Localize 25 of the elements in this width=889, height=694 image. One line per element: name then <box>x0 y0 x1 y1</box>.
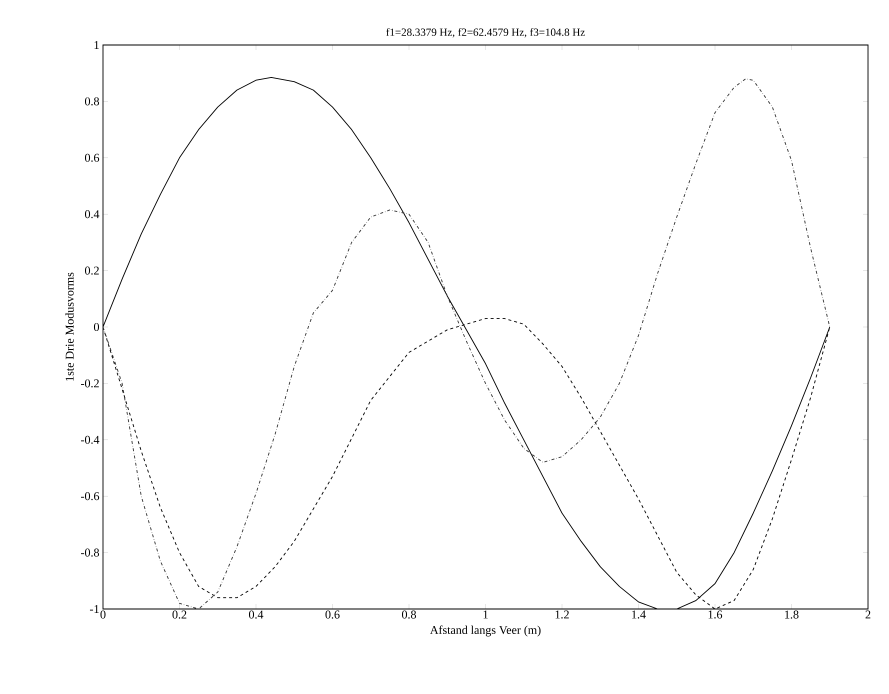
x-tick-label: 1.6 <box>708 610 722 619</box>
x-tick-label: 1.8 <box>785 610 799 619</box>
y-tick-label: -1 <box>90 605 99 613</box>
y-tick-label: 0.6 <box>84 154 100 162</box>
y-tick-label: 0 <box>94 322 100 332</box>
x-tick-label: 0.2 <box>172 610 186 619</box>
x-tick-label: 1.2 <box>556 610 569 619</box>
y-tick-label: 1 <box>94 41 99 49</box>
chart-title: f1=28.3379 Hz, f2=62.4579 Hz, f3=104.8 Hz <box>386 28 585 38</box>
x-axis-title: Afstand langs Veer (m) <box>430 625 541 636</box>
y-tick-label: 0.4 <box>84 210 100 218</box>
y-tick-label: -0.6 <box>80 492 100 500</box>
x-tick-label: 0 <box>100 610 106 619</box>
y-tick-label: -0.2 <box>80 379 99 388</box>
x-tick-label: 0.8 <box>402 610 416 619</box>
x-tick-label: 2 <box>866 610 870 618</box>
y-tick-label: 0.8 <box>84 97 100 106</box>
y-tick-label: -0.8 <box>80 548 100 557</box>
x-tick-label: 0.4 <box>248 610 264 619</box>
y-tick-label: 0.2 <box>84 266 99 275</box>
x-tick-label: 1.4 <box>632 610 646 619</box>
y-axis-title: 1ste Drie Modusvorms <box>65 272 74 381</box>
x-tick-label: 1 <box>484 610 488 618</box>
x-tick-label: 0.6 <box>325 610 340 619</box>
y-tick-label: -0.4 <box>80 436 100 444</box>
